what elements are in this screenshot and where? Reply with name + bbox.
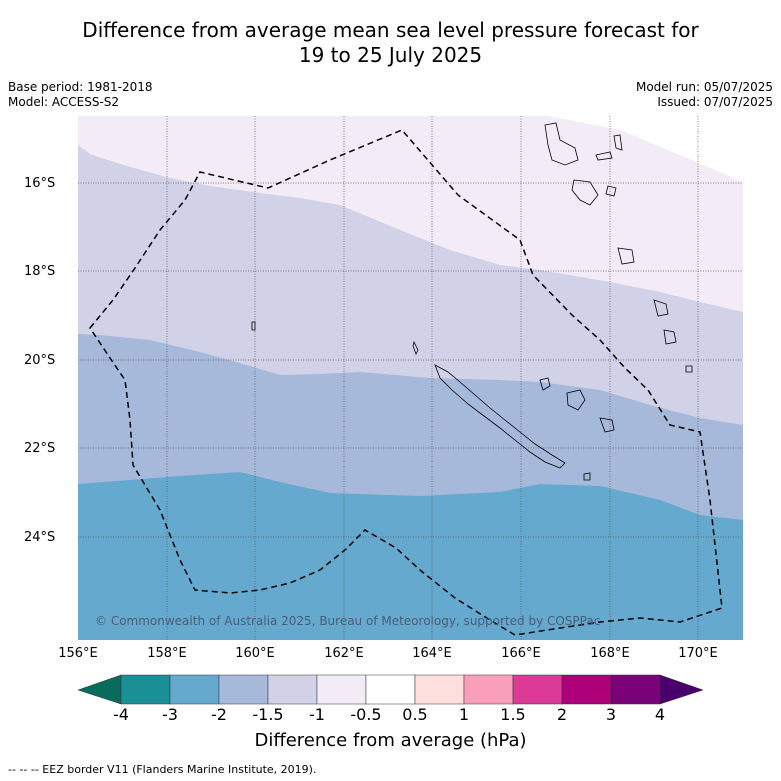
malekula-island bbox=[571, 179, 599, 206]
lon-label-160e: 160°E bbox=[235, 646, 275, 661]
colorbar-cell bbox=[120, 674, 171, 705]
mare-island bbox=[599, 417, 615, 433]
erromango-island bbox=[653, 299, 669, 317]
colorbar-tick-label: -1 bbox=[309, 705, 325, 724]
graticule bbox=[78, 116, 743, 640]
base-period: Base period: 1981-2018 bbox=[8, 80, 153, 94]
colorbar-cell bbox=[316, 674, 367, 705]
tanna-island bbox=[663, 329, 677, 345]
isle-of-pines bbox=[583, 472, 591, 481]
colorbar-cell bbox=[365, 674, 416, 705]
lon-label-158e: 158°E bbox=[147, 646, 187, 661]
lat-label-18s: 18°S bbox=[24, 264, 56, 279]
colorbar-cells bbox=[120, 674, 661, 705]
colorbar-tick-label: 3 bbox=[605, 705, 617, 724]
band-minus0_5-0_5 bbox=[548, 116, 743, 182]
lon-label-156e: 156°E bbox=[58, 646, 98, 661]
colorbar-tick-label: -3 bbox=[162, 705, 178, 724]
colorbar-tick-label: -4 bbox=[113, 705, 129, 724]
model-run: Model run: 05/07/2025 bbox=[635, 80, 773, 94]
belep-island bbox=[412, 340, 419, 355]
colorbar-over-arrow bbox=[659, 674, 704, 705]
eez-legend-note: -- -- -- EEZ border V11 (Flanders Marine… bbox=[8, 763, 317, 776]
issued-date: Issued: 07/07/2025 bbox=[657, 95, 773, 109]
eez-border bbox=[89, 129, 723, 636]
colorbar-cell bbox=[414, 674, 465, 705]
colorbar-tick-label: 2 bbox=[556, 705, 568, 724]
colorbar-tick-label: -2 bbox=[211, 705, 227, 724]
title-line-2: 19 to 25 July 2025 bbox=[298, 43, 483, 67]
title-line-1: Difference from average mean sea level p… bbox=[82, 18, 699, 42]
colorbar-under-arrow bbox=[77, 674, 122, 705]
copyright-notice: © Commonwealth of Australia 2025, Bureau… bbox=[95, 614, 601, 628]
map-title: Difference from average mean sea level p… bbox=[0, 18, 781, 68]
colorbar-cell bbox=[169, 674, 220, 705]
colorbar-tick-label: 0.5 bbox=[402, 705, 428, 724]
maewo-island bbox=[613, 134, 623, 151]
meta-right: Model run: 05/07/2025 Issued: 07/07/2025 bbox=[636, 80, 773, 110]
ouvea-island bbox=[539, 377, 551, 391]
new-caledonia-island bbox=[434, 364, 566, 469]
colorbar bbox=[77, 674, 704, 705]
efate-island bbox=[617, 247, 635, 265]
lat-label-22s: 22°S bbox=[24, 441, 56, 456]
model-name: Model: ACCESS-S2 bbox=[8, 95, 120, 109]
colorbar-tick-label: 1 bbox=[458, 705, 470, 724]
chesterfield-reef bbox=[251, 321, 256, 331]
lifou-island bbox=[566, 389, 586, 411]
colorbar-tick-label: -0.5 bbox=[350, 705, 382, 724]
espiritu-santo-island bbox=[544, 122, 579, 166]
colorbar-tick-label: -1.5 bbox=[252, 705, 284, 724]
lon-label-170e: 170°E bbox=[678, 646, 718, 661]
colorbar-cell bbox=[218, 674, 269, 705]
colorbar-tick-label: 1.5 bbox=[500, 705, 526, 724]
colorbar-cell bbox=[561, 674, 612, 705]
lon-label-168e: 168°E bbox=[590, 646, 630, 661]
aneityum-island bbox=[685, 365, 693, 373]
pressure-anomaly-field bbox=[78, 116, 743, 640]
colorbar-label: Difference from average (hPa) bbox=[254, 730, 527, 751]
meta-left: Base period: 1981-2018 Model: ACCESS-S2 bbox=[8, 80, 153, 110]
lat-label-24s: 24°S bbox=[24, 530, 56, 545]
lat-label-16s: 16°S bbox=[24, 176, 56, 191]
colorbar-tick-label: 4 bbox=[654, 705, 666, 724]
lat-label-20s: 20°S bbox=[24, 353, 56, 368]
colorbar-cell bbox=[463, 674, 514, 705]
ambae-island bbox=[595, 151, 613, 161]
colorbar-cell bbox=[267, 674, 318, 705]
lon-label-162e: 162°E bbox=[324, 646, 364, 661]
colorbar-cell bbox=[512, 674, 563, 705]
lon-label-166e: 166°E bbox=[501, 646, 541, 661]
coastlines bbox=[251, 122, 693, 481]
colorbar-cell bbox=[610, 674, 661, 705]
lon-label-164e: 164°E bbox=[412, 646, 452, 661]
ambrym-island bbox=[605, 185, 617, 197]
band-minus1-minus0_5 bbox=[78, 116, 743, 312]
